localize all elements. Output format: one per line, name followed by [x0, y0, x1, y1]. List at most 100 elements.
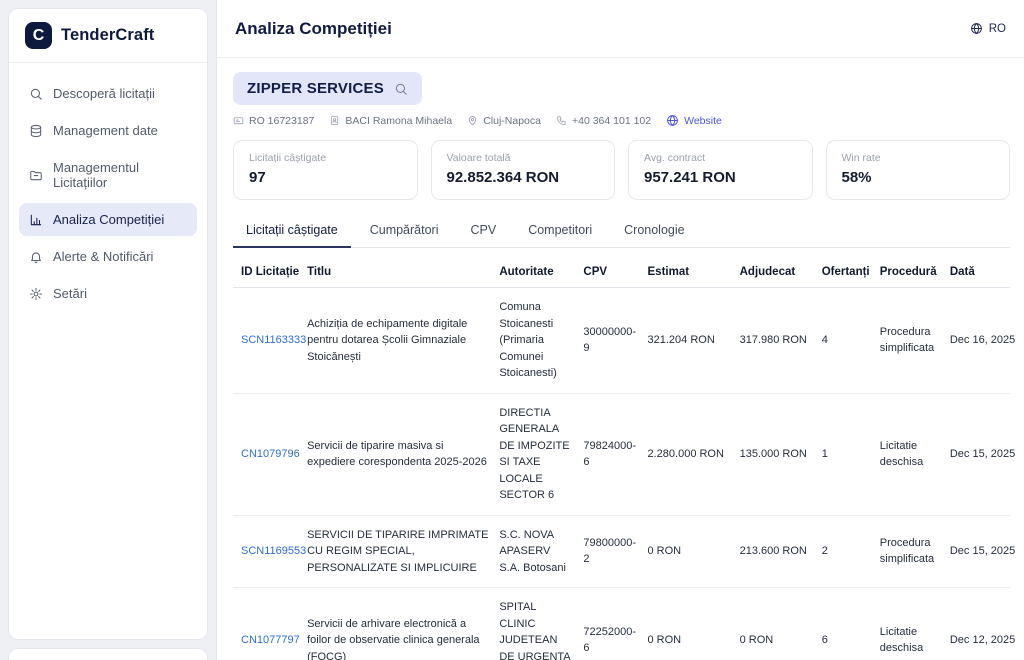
app-logo[interactable]: C TenderCraft — [9, 9, 207, 63]
procedure-type: Procedura simplificata — [879, 515, 950, 588]
company-meta-text: Website — [684, 114, 722, 127]
globe-icon — [970, 22, 983, 35]
tender-id-link[interactable]: SCN1163333 — [233, 287, 308, 394]
tabs: Licitații câștigate Cumpărători CPV Competi… — [233, 215, 1010, 248]
sidebar-item-label: Analiza Competiției — [53, 212, 165, 227]
column-header-7: Procedură — [879, 257, 950, 288]
tab-1[interactable]: Cumpărători — [357, 215, 452, 248]
company-meta-3: +40 364 101 102 — [556, 115, 651, 127]
language-code: RO — [988, 22, 1006, 35]
column-header-4: Estimat — [647, 257, 740, 288]
column-header-5: Adjudecat — [739, 257, 822, 288]
stat-card-0: Licitații câștigate 97 — [233, 140, 418, 200]
globe-icon — [666, 114, 679, 127]
stat-label: Win rate — [841, 152, 881, 164]
authority: Comuna Stoicanesti (Primaria Comunei Sto… — [499, 287, 584, 394]
bidders-count: 2 — [821, 515, 880, 588]
company-meta-text: Cluj-Napoca — [483, 114, 541, 127]
stat-label: Valoare totală — [446, 152, 511, 164]
sidebar-item-label: Managementul Licitațiilor — [53, 160, 139, 190]
bidders-count: 4 — [821, 287, 880, 394]
page-header: Analiza Competiției RO — [217, 0, 1024, 58]
procedure-type: Procedura simplificata — [879, 287, 950, 394]
authority: S.C. NOVA APASERV S.A. Botosani — [499, 515, 584, 588]
procedure-type: Licitatie deschisa — [879, 393, 950, 516]
company-meta-2: Cluj-Napoca — [467, 115, 541, 127]
tendercraft-logo-icon: C — [25, 22, 52, 49]
bidders-count: 1 — [821, 393, 880, 516]
tender-id-link[interactable]: CN1077797 — [233, 587, 308, 660]
company-selector[interactable]: ZIPPER SERVICES — [233, 72, 422, 105]
stat-card-2: Avg. contract 957.241 RON — [628, 140, 813, 200]
search-icon — [29, 87, 43, 101]
gear-icon — [29, 287, 43, 301]
company-name: ZIPPER SERVICES — [247, 80, 384, 97]
sidebar-item-3[interactable]: Analiza Competiției — [19, 203, 197, 236]
estimated-value: 2.280.000 RON — [647, 393, 740, 516]
tab-3[interactable]: Competitori — [515, 215, 605, 248]
stat-value: 58% — [841, 169, 872, 186]
awarded-value: 0 RON — [739, 587, 822, 660]
column-header-3: CPV — [583, 257, 648, 288]
tab-2[interactable]: CPV — [458, 215, 510, 248]
tender-id-link[interactable]: SCN1169553 — [233, 515, 308, 588]
tab-0[interactable]: Licitații câștigate — [233, 215, 351, 248]
stat-label: Licitații câștigate — [249, 152, 327, 164]
sidebar-item-5[interactable]: Setări — [19, 277, 197, 310]
sidebar-item-label: Management date — [53, 123, 158, 138]
main-panel: Analiza Competiției RO ZIPPER SERVICES R… — [216, 0, 1024, 660]
id-card-icon — [233, 115, 244, 126]
company-meta-text: +40 364 101 102 — [571, 114, 652, 127]
column-header-8: Dată — [949, 257, 1010, 288]
sidebar-item-label: Alerte & Notificări — [53, 249, 154, 264]
table-row: SCN1163333 Achiziția de echipamente digit… — [233, 287, 1015, 394]
table-row: SCN1169553 SERVICII DE TIPARIRE IMPRIMATE… — [233, 515, 1015, 588]
tab-4[interactable]: Cronologie — [611, 215, 697, 248]
language-switcher[interactable]: RO — [970, 22, 1006, 35]
company-meta-text: RO 16723187 — [249, 114, 315, 127]
folder-icon — [29, 168, 43, 182]
company-meta-1: BACI Ramona Mihaela — [329, 115, 452, 127]
tender-date: Dec 15, 2025 — [949, 515, 1015, 588]
sidebar-item-2[interactable]: Managementul Licitațiilor — [19, 151, 197, 199]
sidebar-item-4[interactable]: Alerte & Notificări — [19, 240, 197, 273]
tender-title: Achiziția de echipamente digitale pentru… — [307, 287, 500, 394]
cpv-code: 72252000-6 — [583, 587, 648, 660]
bar-chart-icon — [29, 213, 43, 227]
table-header-row: ID Licitație Titlu Autoritate CPV Estimat Adj… — [233, 257, 1010, 288]
search-icon[interactable] — [394, 82, 408, 96]
authority: SPITAL CLINIC JUDETEAN DE URGENTA BIHOR — [499, 587, 584, 660]
stat-label: Avg. contract — [644, 152, 706, 164]
sidebar-item-label: Descoperă licitații — [53, 86, 155, 101]
procedure-type: Licitatie deschisa — [879, 587, 950, 660]
company-meta-text: BACI Ramona Mihaela — [345, 114, 453, 127]
sidebar-nav: Descoperă licitații Management date Manage… — [9, 63, 207, 310]
estimated-value: 0 RON — [647, 587, 740, 660]
sidebar-footer-card — [8, 648, 208, 660]
tender-id-link[interactable]: CN1079796 — [233, 393, 308, 516]
database-icon — [29, 124, 43, 138]
sidebar-item-1[interactable]: Management date — [19, 114, 197, 147]
sidebar-item-0[interactable]: Descoperă licitații — [19, 77, 197, 110]
column-header-6: Ofertanți — [821, 257, 880, 288]
column-header-0: ID Licitație — [233, 257, 308, 288]
tab-label: Competitori — [528, 223, 593, 237]
table-row: CN1079796 Servicii de tiparire masiva si … — [233, 393, 1015, 516]
cpv-code: 79800000-2 — [583, 515, 648, 588]
estimated-value: 0 RON — [647, 515, 740, 588]
bell-icon — [29, 250, 43, 264]
tender-date: Dec 16, 2025 — [949, 287, 1015, 394]
cpv-code: 30000000-9 — [583, 287, 648, 394]
tender-title: Servicii de arhivare electronică a foilo… — [307, 587, 500, 660]
company-meta-row: RO 16723187 BACI Ramona Mihaela Cluj-Napoc… — [233, 114, 1010, 127]
stat-card-3: Win rate 58% — [825, 140, 1010, 200]
website-link[interactable]: Website — [666, 114, 722, 127]
sidebar: C TenderCraft Descoperă licitații Managem… — [8, 8, 208, 640]
tab-label: CPV — [470, 223, 497, 237]
phone-icon — [556, 115, 567, 126]
page-title: Analiza Competiției — [235, 18, 392, 38]
column-header-2: Autoritate — [499, 257, 584, 288]
tender-date: Dec 12, 2025 — [949, 587, 1015, 660]
stats-row: Licitații câștigate 97 Valoare totală 92.85… — [233, 140, 1010, 200]
map-pin-icon — [467, 115, 478, 126]
